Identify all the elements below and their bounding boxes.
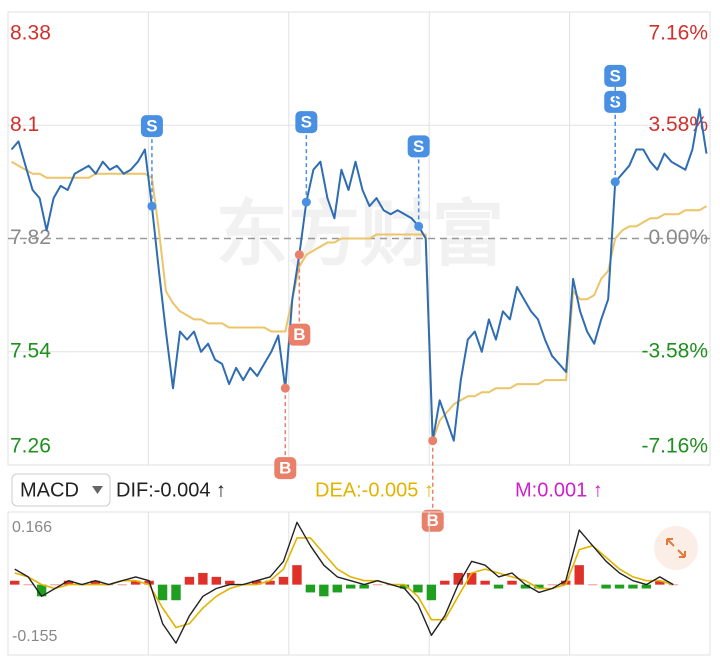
macd-bar bbox=[50, 584, 60, 586]
dropdown-arrow[interactable] bbox=[92, 486, 103, 494]
y-tick-label: 8.38 bbox=[10, 22, 51, 45]
legend-entry: DEA:-0.005 ↑ bbox=[315, 479, 434, 501]
legend-entry: DIF:-0.004 ↑ bbox=[116, 479, 226, 501]
signal-badge bbox=[140, 115, 163, 138]
macd-bar bbox=[157, 584, 168, 601]
macd-bar bbox=[587, 584, 598, 586]
macd-bar bbox=[426, 584, 437, 601]
macd-bar bbox=[534, 584, 544, 589]
macd-bar bbox=[90, 580, 101, 585]
expand-button[interactable] bbox=[654, 526, 698, 570]
signal-label: S bbox=[413, 137, 424, 156]
indicator-name[interactable]: MACD bbox=[20, 479, 79, 501]
macd-bar bbox=[278, 576, 289, 585]
signal-point bbox=[294, 250, 304, 260]
legend-entry: M:0.001 ↑ bbox=[515, 479, 603, 501]
macd-bar bbox=[668, 584, 678, 586]
macd-bar bbox=[520, 584, 531, 589]
macd-bar bbox=[372, 584, 383, 586]
macd-bar bbox=[10, 580, 20, 585]
average-price-line bbox=[11, 160, 708, 442]
y2-tick-label: 7.16% bbox=[648, 22, 708, 45]
macd-bar bbox=[655, 580, 665, 585]
y2-tick-label: 3.58% bbox=[648, 113, 708, 136]
y2-tick-label: 0.00% bbox=[648, 226, 708, 249]
macd-bar bbox=[36, 584, 47, 597]
macd-bar bbox=[480, 580, 490, 585]
signal-point bbox=[280, 383, 290, 393]
macd-bar bbox=[493, 584, 504, 589]
y-tick-label: 7.26 bbox=[10, 435, 51, 458]
y-tick-label: 0.166 bbox=[12, 519, 52, 536]
watermark: 东方财富 bbox=[216, 195, 504, 275]
indicator-selector[interactable] bbox=[11, 473, 111, 507]
macd-bar bbox=[305, 584, 316, 593]
signal-label: S bbox=[301, 113, 312, 132]
macd-bar bbox=[641, 584, 652, 589]
macd-bar bbox=[399, 584, 410, 589]
macd-bar bbox=[225, 580, 235, 585]
macd-bar bbox=[507, 580, 517, 585]
signal-badge bbox=[421, 509, 444, 532]
macd-bar bbox=[23, 584, 33, 586]
macd-bar bbox=[130, 580, 141, 585]
macd-bar bbox=[453, 572, 463, 585]
expand-icon bbox=[666, 538, 686, 558]
macd-bar bbox=[198, 572, 208, 585]
signal-badge bbox=[604, 64, 627, 87]
y-tick-label: -0.155 bbox=[12, 628, 57, 645]
signal-label: B bbox=[279, 459, 291, 478]
macd-bar bbox=[265, 580, 275, 585]
signal-point bbox=[301, 197, 311, 207]
macd-bar bbox=[251, 580, 262, 585]
macd-bar bbox=[319, 584, 329, 597]
y2-tick-label: -3.58% bbox=[641, 339, 708, 362]
macd-bar bbox=[332, 584, 342, 593]
dif-line bbox=[14, 521, 674, 644]
macd-bar bbox=[171, 584, 181, 601]
macd-bar bbox=[413, 584, 423, 593]
macd-bar bbox=[63, 580, 74, 585]
y2-tick-label: -7.16% bbox=[641, 435, 708, 458]
signal-label: S bbox=[610, 66, 621, 85]
signal-badge bbox=[295, 111, 318, 134]
macd-bar bbox=[117, 584, 127, 586]
macd-bar bbox=[440, 580, 450, 585]
signal-badge bbox=[288, 323, 311, 346]
macd-bar bbox=[601, 584, 611, 589]
signal-badge bbox=[274, 457, 297, 480]
signal-label: B bbox=[293, 325, 305, 344]
signal-point bbox=[610, 177, 620, 187]
macd-frame bbox=[7, 511, 711, 656]
macd-bar bbox=[614, 584, 625, 589]
signal-label: B bbox=[427, 511, 439, 530]
signal-badge bbox=[407, 135, 430, 158]
macd-bar bbox=[359, 584, 369, 589]
y-tick-label: 7.82 bbox=[10, 226, 51, 249]
price-line bbox=[10, 108, 708, 442]
signal-point bbox=[428, 436, 438, 446]
macd-bar bbox=[466, 572, 477, 585]
macd-bar bbox=[574, 565, 584, 585]
signal-label: S bbox=[146, 117, 157, 136]
macd-bar bbox=[628, 584, 638, 589]
macd-bar bbox=[184, 576, 195, 585]
macd-bar bbox=[211, 576, 222, 585]
y-tick-label: 7.54 bbox=[10, 339, 51, 362]
signal-point bbox=[414, 221, 424, 231]
macd-bar bbox=[292, 565, 302, 585]
macd-bar bbox=[547, 584, 558, 586]
macd-bar bbox=[346, 584, 356, 589]
signal-point bbox=[147, 201, 157, 211]
y-tick-label: 8.1 bbox=[10, 113, 39, 136]
